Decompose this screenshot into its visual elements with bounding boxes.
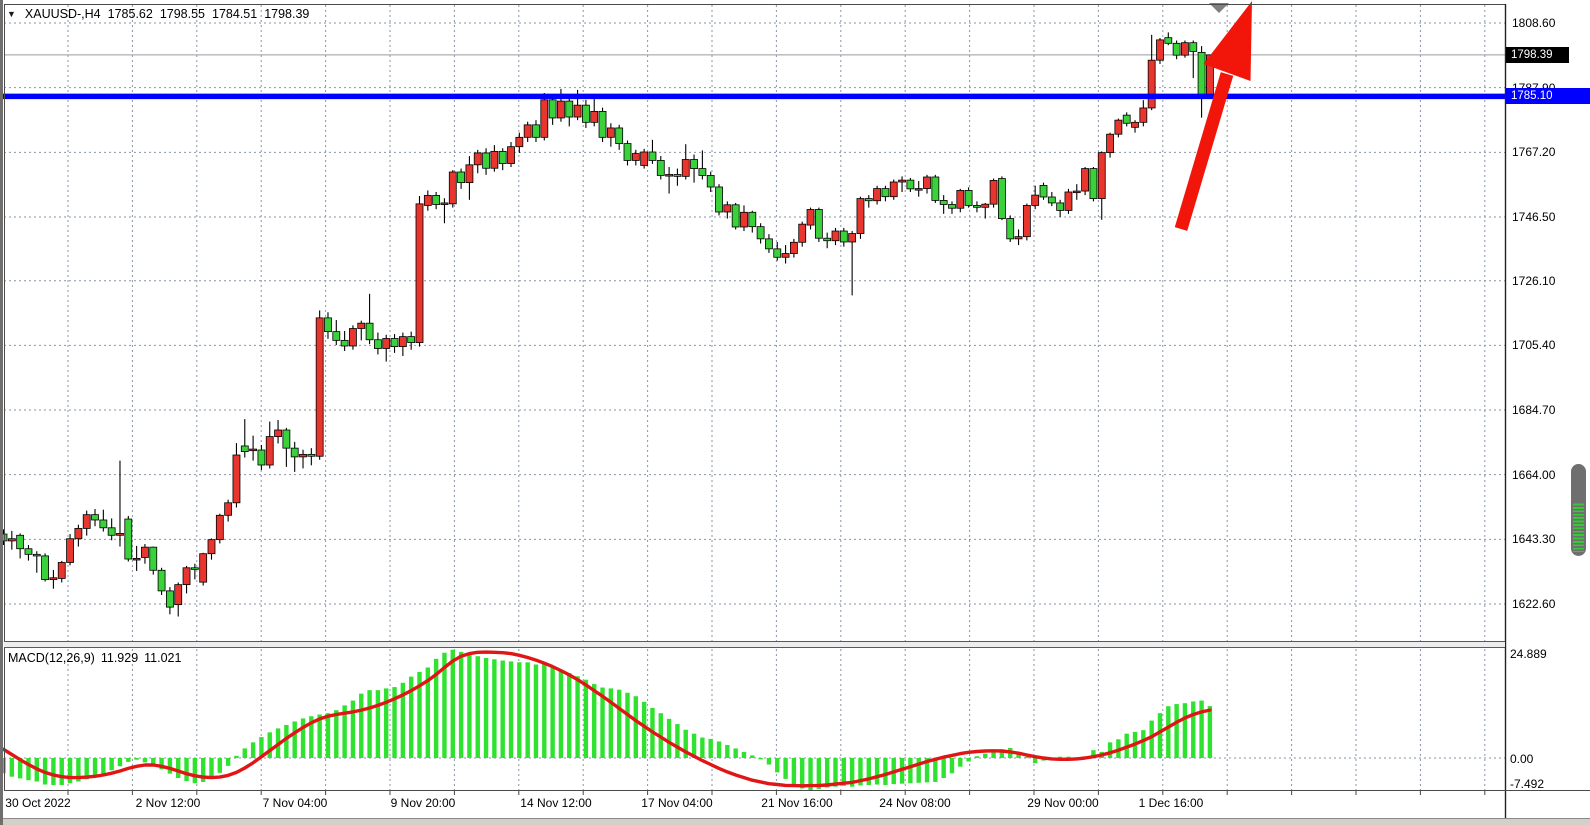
indicator-name: MACD(12,26,9): [8, 651, 95, 665]
price-axis-label: 1808.60: [1512, 16, 1556, 30]
macd-axis-max-label: 24.889: [1510, 647, 1547, 661]
macd-axis-zero-label: 0.00: [1510, 752, 1534, 766]
indicator-main-value: 11.929: [100, 651, 139, 665]
symbol-period-label: XAUUSD-,H4: [24, 7, 101, 21]
macd-axis-min-label: -7.492: [1510, 777, 1545, 791]
price-axis-label: 1705.40: [1512, 338, 1556, 353]
time-axis-label: 2 Nov 12:00: [135, 796, 201, 810]
axis-scrollbar-thumb[interactable]: [1571, 464, 1586, 556]
price-axis-label: 1767.20: [1512, 145, 1556, 160]
time-axis-label: 1 Dec 16:00: [1138, 796, 1204, 810]
price-axis-label: 1684.70: [1512, 403, 1556, 418]
price-axis-label: 1622.60: [1512, 597, 1556, 611]
time-axis-label: 29 Nov 00:00: [1027, 796, 1099, 810]
time-axis-label: 24 Nov 08:00: [879, 796, 951, 810]
window-bottom-edge: [0, 818, 1590, 825]
symbol-dropdown-icon[interactable]: ▼: [7, 9, 16, 19]
ohlc-close: 1798.39: [264, 7, 310, 21]
scrollbar-grip-stripes: [1573, 502, 1584, 552]
time-axis-label: 17 Nov 04:00: [641, 796, 713, 810]
indicator-header: MACD(12,26,9) 11.929 11.021: [8, 651, 181, 665]
bid-price-badge: 1798.39: [1506, 47, 1569, 63]
price-axis-label: 1643.30: [1512, 532, 1556, 547]
window-left-edge: [0, 0, 3, 825]
ohlc-high: 1798.55: [159, 7, 206, 21]
ohlc-low: 1784.51: [212, 7, 258, 21]
time-axis-label: 7 Nov 04:00: [262, 796, 328, 810]
indicator-signal-value: 11.021: [144, 651, 182, 665]
trend-arrow-annotation[interactable]: [1174, 1, 1252, 231]
time-axis-label: 9 Nov 20:00: [390, 796, 456, 810]
time-axis-label: 21 Nov 16:00: [761, 796, 833, 810]
price-axis-label: 1664.00: [1512, 467, 1556, 482]
object-anchor-triangle-icon: [1209, 3, 1229, 13]
horizontal-line-price-badge: 1785.10: [1506, 88, 1590, 104]
price-axis-label: 1746.50: [1512, 209, 1556, 224]
time-axis-label: 30 Oct 2022: [5, 796, 71, 810]
price-axis-label: 1726.10: [1512, 273, 1556, 288]
time-axis-label: 14 Nov 12:00: [520, 796, 592, 810]
ohlc-open: 1785.62: [107, 7, 153, 21]
chart-header: ▼ XAUUSD-,H4 1785.62 1798.55 1784.51 179…: [7, 7, 309, 21]
